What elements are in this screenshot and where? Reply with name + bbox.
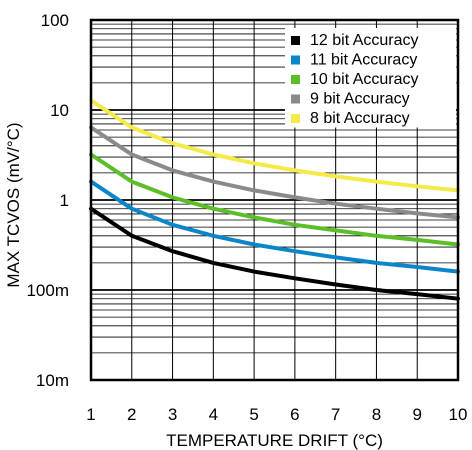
legend-background — [285, 28, 456, 128]
y-axis-title: MAX TCVOS (mV/°C) — [4, 122, 23, 287]
x-tick-labels: 1 2 3 4 5 6 7 8 9 10 — [86, 405, 467, 424]
y-tick-label: 1 — [60, 191, 69, 210]
x-tick-label: 6 — [290, 405, 299, 424]
series-line-4 — [89, 125, 460, 220]
plot-frame — [89, 18, 460, 382]
x-tick-label: 9 — [412, 405, 421, 424]
legend-label-5: 8 bit Accuracy — [310, 110, 410, 127]
x-tick-label: 2 — [127, 405, 136, 424]
y-tick-labels: 10m 100m 1 10 100 — [26, 11, 69, 390]
legend: 12 bit Accuracy 11 bit Accuracy 10 bit Acc… — [291, 32, 419, 127]
y-tick-label: 100 — [41, 11, 69, 30]
series-line-3 — [89, 152, 460, 247]
legend-swatch-4 — [291, 94, 300, 104]
y-tick-label: 100m — [26, 281, 69, 300]
x-tick-label: 10 — [449, 405, 468, 424]
legend-label-1: 12 bit Accuracy — [310, 32, 419, 49]
series-line-1 — [89, 206, 460, 301]
series-line-5 — [89, 98, 460, 193]
legend-label-3: 10 bit Accuracy — [310, 71, 419, 88]
x-axis-title: TEMPERATURE DRIFT (°C) — [166, 431, 383, 450]
y-tick-label: 10m — [36, 371, 69, 390]
x-tick-label: 4 — [209, 405, 218, 424]
series-lines — [89, 98, 460, 301]
legend-label-2: 11 bit Accuracy — [310, 52, 417, 69]
x-tick-label: 7 — [331, 405, 340, 424]
legend-swatch-1 — [291, 36, 300, 45]
legend-swatch-3 — [291, 75, 300, 84]
legend-swatch-5 — [291, 114, 300, 123]
y-tick-label: 10 — [50, 101, 69, 120]
x-tick-label: 1 — [86, 405, 95, 424]
legend-label-4: 9 bit Accuracy — [310, 91, 410, 108]
x-tick-label: 5 — [249, 405, 258, 424]
x-tick-label: 8 — [372, 405, 381, 424]
x-tick-label: 3 — [168, 405, 177, 424]
legend-swatch-2 — [291, 55, 300, 65]
series-line-2 — [89, 179, 460, 274]
